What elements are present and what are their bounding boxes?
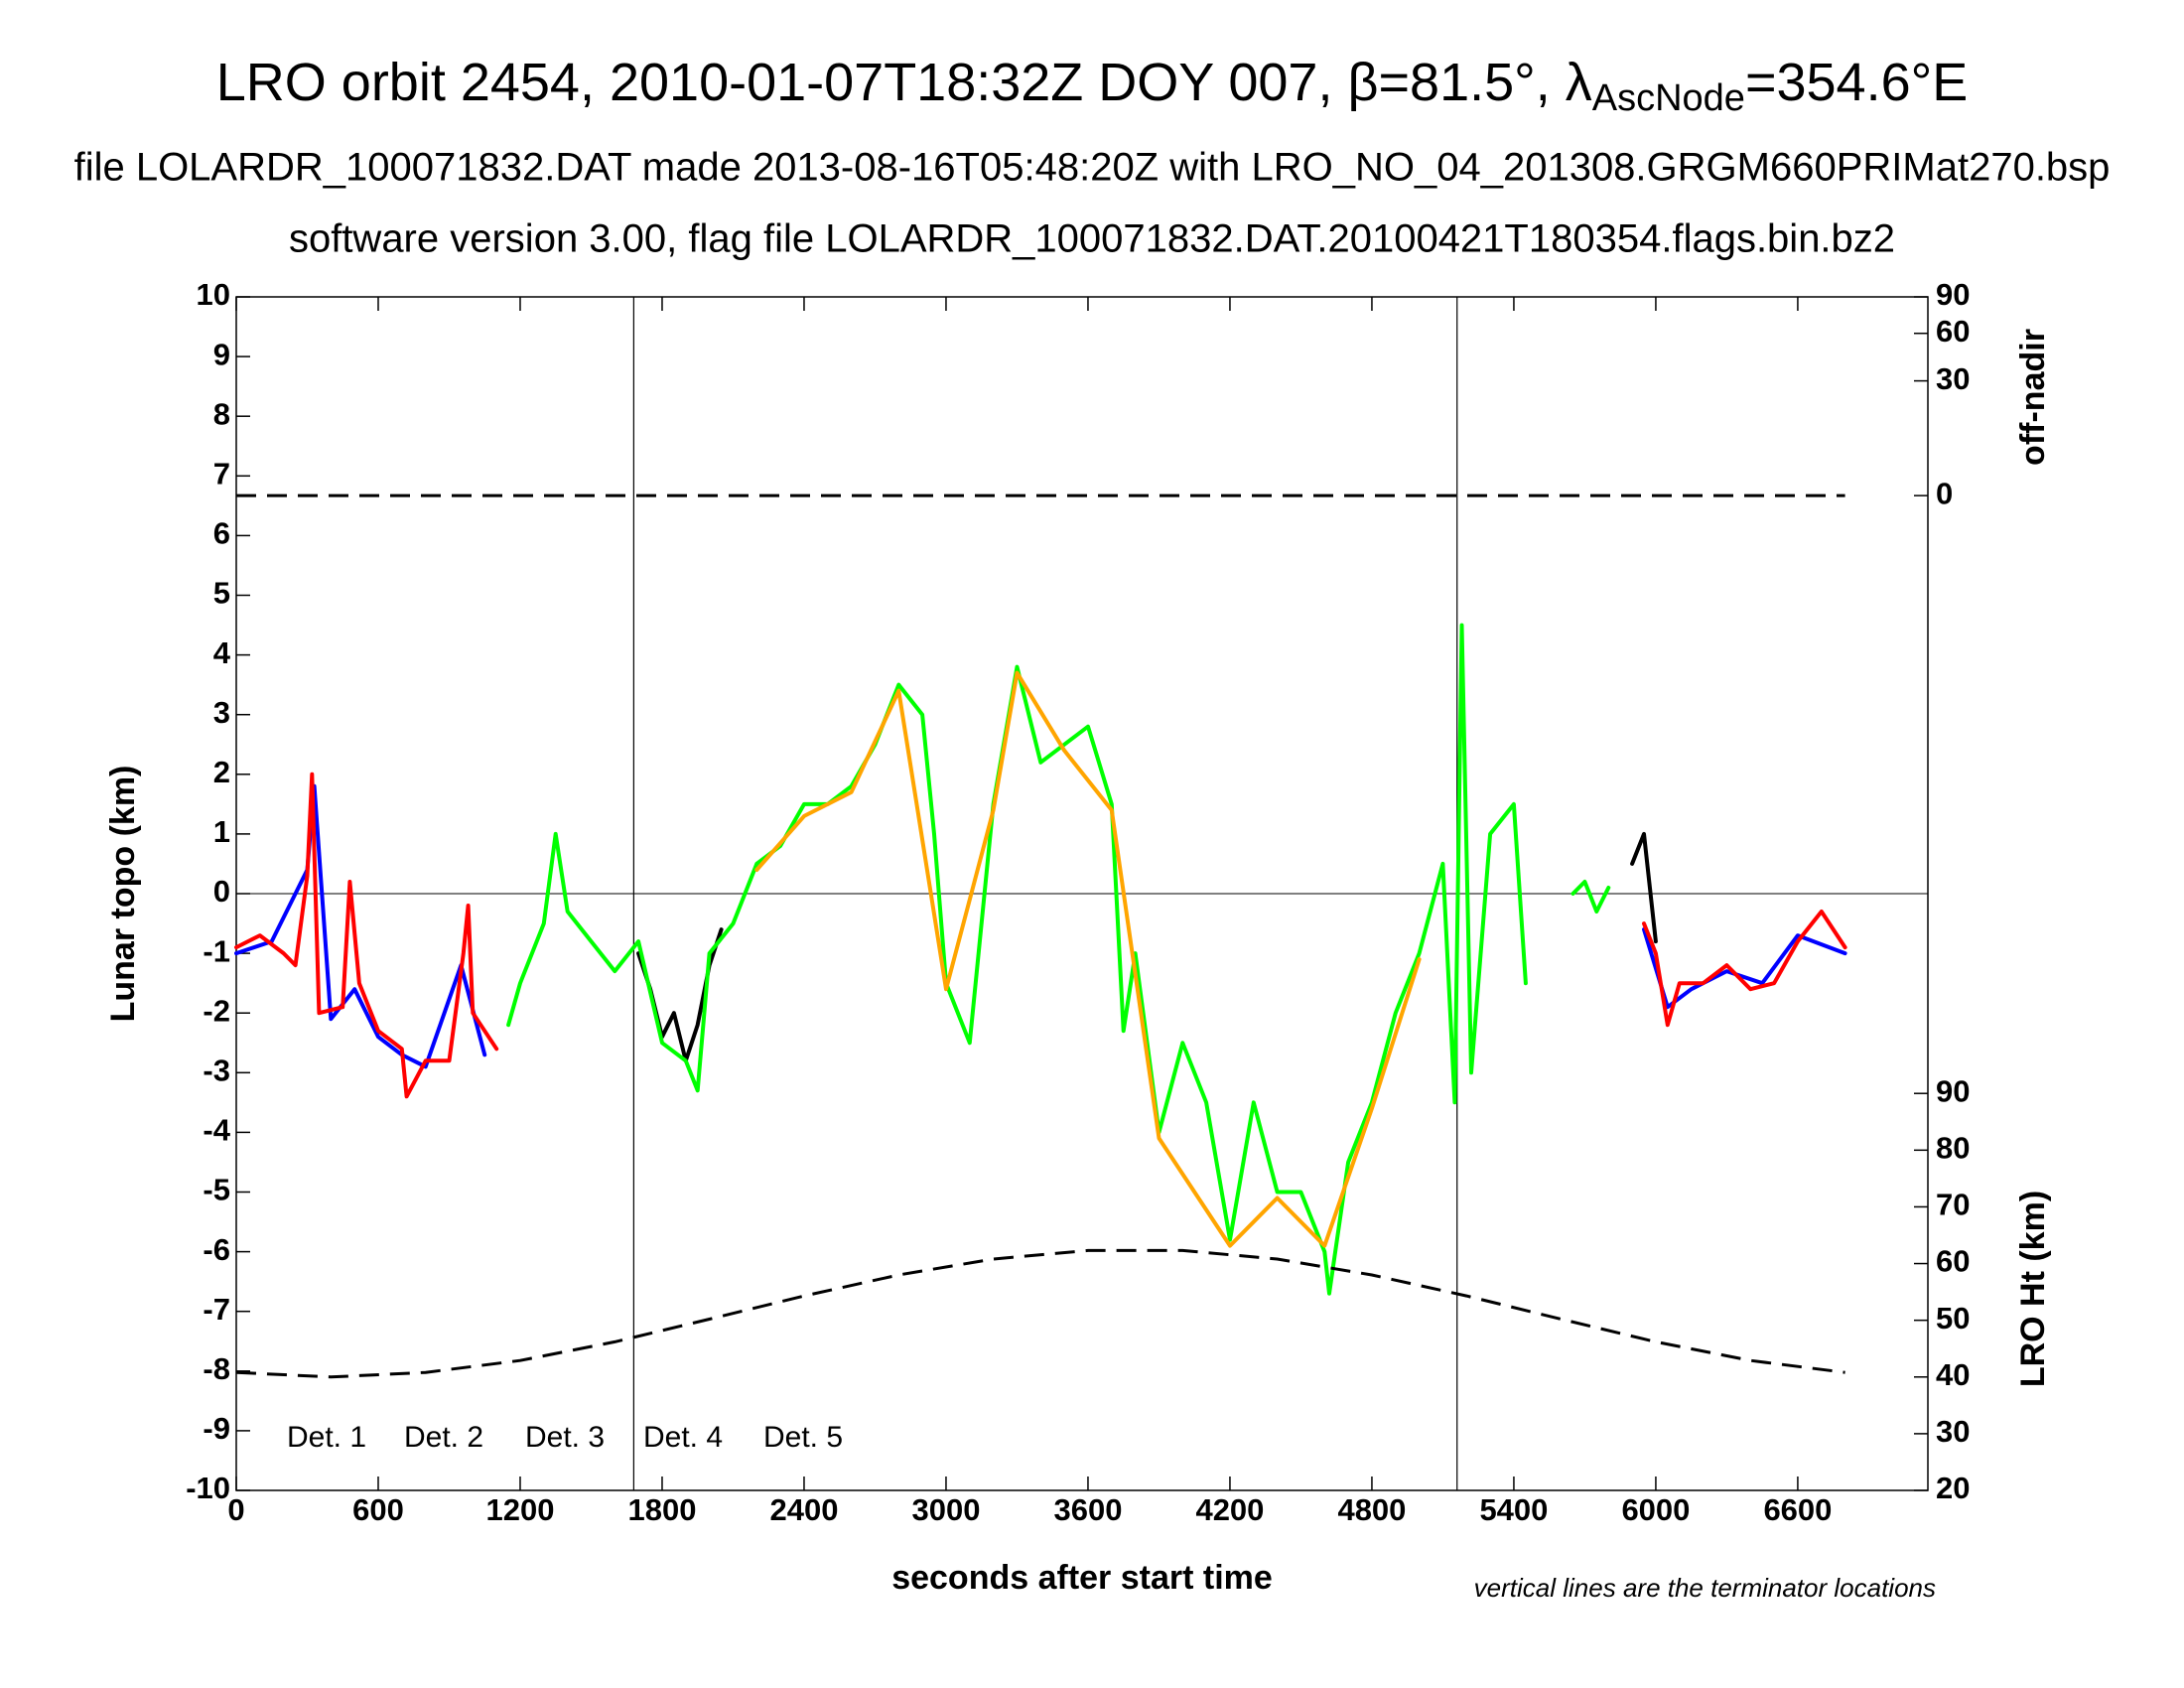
y2-tick-label: 60: [1936, 1244, 1970, 1279]
y-tick-label: -4: [203, 1113, 230, 1148]
legend-entry: Det. 1: [287, 1421, 366, 1454]
y-tick-label: -2: [203, 993, 230, 1028]
y-tick-label: 5: [213, 576, 230, 611]
y3-tick-label: 60: [1936, 314, 1970, 349]
legend-entry: Det. 3: [525, 1421, 605, 1454]
y2-tick-label: 50: [1936, 1301, 1970, 1336]
subtitle: file LOLARDR_100071832.DAT made 2013-08-…: [74, 146, 2111, 190]
y-tick-label: 4: [213, 635, 231, 670]
y2-tick-label: 20: [1936, 1471, 1970, 1505]
y2-tick-label: 30: [1936, 1414, 1970, 1449]
title-subscript: AscNode: [1592, 77, 1745, 119]
legend-entry: Det. 2: [404, 1421, 483, 1454]
topo-trace: [234, 783, 1847, 1069]
lro-height-line: [235, 1248, 1845, 1379]
x-tick-label: 1800: [627, 1492, 696, 1527]
topo-trace: [636, 831, 1658, 1063]
title-main: LRO orbit 2454, 2010-01-07T18:32Z DOY 00…: [216, 53, 1592, 112]
y-tick-label: 3: [213, 695, 230, 730]
subtitle: software version 3.00, flag file LOLARDR…: [289, 217, 1895, 261]
y-tick-label: 6: [213, 516, 230, 551]
y2-tick-label: 70: [1936, 1188, 1970, 1222]
y-tick-label: -10: [186, 1471, 230, 1505]
x-tick-label: 4200: [1195, 1492, 1264, 1527]
y-tick-label: 10: [197, 277, 230, 312]
y3-tick-label: 30: [1936, 361, 1970, 396]
topo-trace: [754, 670, 1422, 1248]
y-tick-label: -7: [203, 1292, 230, 1327]
y-tick-label: 1: [213, 814, 230, 849]
y2-tick-label: 40: [1936, 1357, 1970, 1392]
y2-tick-label: 80: [1936, 1131, 1970, 1166]
y3-tick-label: 90: [1936, 277, 1970, 312]
y-tick-label: -9: [203, 1411, 230, 1446]
x-tick-label: 6000: [1621, 1492, 1690, 1527]
y3-tick-label: 0: [1936, 476, 1953, 510]
x-tick-label: 4800: [1337, 1492, 1406, 1527]
legend-entry: Det. 4: [643, 1421, 723, 1454]
y2-axis-label: LRO Ht (km): [2014, 1191, 2052, 1387]
x-tick-label: 600: [352, 1492, 404, 1527]
y2-tick-label: 90: [1936, 1073, 1970, 1108]
y-tick-label: -6: [203, 1232, 230, 1267]
x-tick-label: 1200: [486, 1492, 555, 1527]
annotation: vertical lines are the terminator locati…: [1474, 1573, 1936, 1603]
y-tick-label: -1: [203, 933, 230, 968]
y-tick-label: 0: [213, 874, 230, 909]
y-axis-label: Lunar topo (km): [104, 766, 142, 1023]
y-tick-label: 9: [213, 337, 230, 371]
legend-entry: Det. 5: [763, 1421, 843, 1454]
y3-axis-label: off-nadir: [2014, 329, 2052, 466]
x-tick-label: 0: [227, 1492, 244, 1527]
x-tick-label: 2400: [769, 1492, 838, 1527]
chart-title: LRO orbit 2454, 2010-01-07T18:32Z DOY 00…: [216, 53, 1968, 119]
x-tick-label: 5400: [1479, 1492, 1548, 1527]
x-tick-label: 6600: [1763, 1492, 1832, 1527]
y-tick-label: 7: [213, 456, 230, 491]
y-tick-label: -5: [203, 1173, 230, 1207]
x-tick-label: 3600: [1053, 1492, 1122, 1527]
y-tick-label: -8: [203, 1351, 230, 1386]
title-end: =354.6°E: [1745, 53, 1968, 112]
topo-trace: [506, 623, 1611, 1296]
y-tick-label: -3: [203, 1053, 230, 1087]
y-tick-label: 8: [213, 396, 230, 431]
topo-trace: [234, 772, 1847, 1099]
y-tick-label: 2: [213, 755, 230, 789]
x-axis-label: seconds after start time: [891, 1559, 1273, 1597]
x-tick-label: 3000: [911, 1492, 980, 1527]
